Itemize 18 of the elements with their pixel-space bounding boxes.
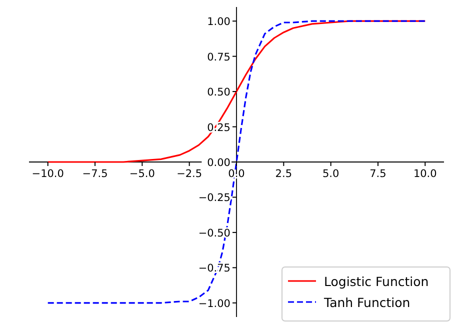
y-tick-label: 0.50 <box>207 86 230 99</box>
x-tick-label: −2.5 <box>176 168 202 180</box>
y-tick-label: −0.50 <box>198 227 230 240</box>
y-tick-label: −0.75 <box>198 262 230 275</box>
y-tick-label: −1.00 <box>198 298 230 310</box>
y-tick-label: −0.25 <box>198 192 230 204</box>
y-tick-label: 0.75 <box>207 51 230 64</box>
legend-label: Tanh Function <box>323 295 410 310</box>
x-tick-label: 10.0 <box>413 168 437 180</box>
x-tick-label: 2.5 <box>275 168 292 180</box>
y-tick-label: 0.00 <box>207 157 230 169</box>
x-tick-label: −10.0 <box>32 168 64 180</box>
legend-label: Logistic Function <box>324 274 429 289</box>
x-tick-label: 5.0 <box>322 168 340 180</box>
x-tick-label: −7.5 <box>82 168 108 180</box>
y-tick-label: 1.00 <box>207 16 230 28</box>
x-tick-label: 7.5 <box>370 168 386 180</box>
x-tick-label: −5.0 <box>129 168 155 180</box>
